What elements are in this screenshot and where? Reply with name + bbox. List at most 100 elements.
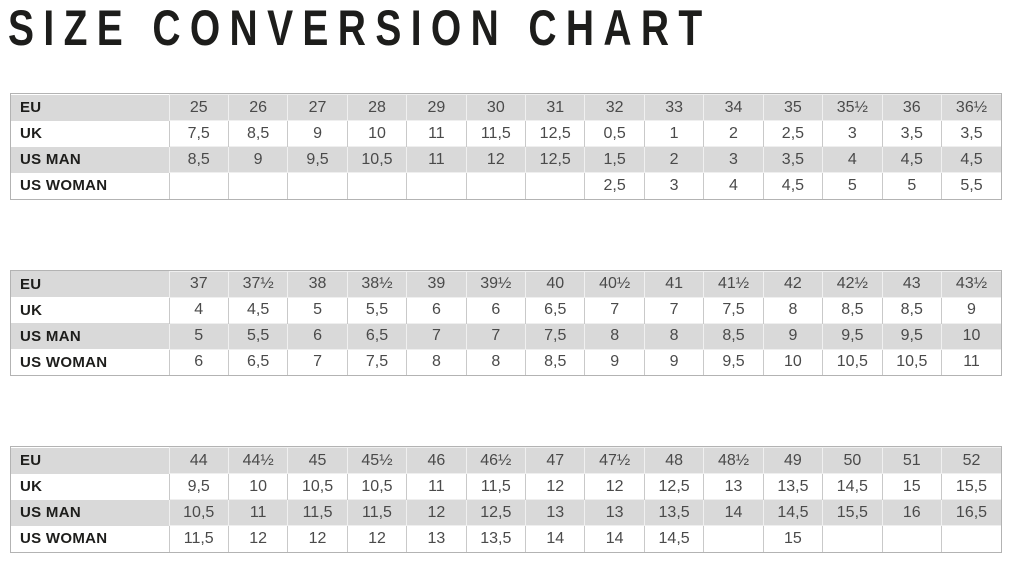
size-table: EU 37 37½ 38 38½ 39 39½ 40 40½ 41 41½ 42 42½ 43 43½ UK 4… — [10, 269, 1002, 376]
size-cell: 28 — [346, 94, 407, 121]
size-cell: 2,5 — [584, 172, 645, 199]
size-cell: 3,5 — [881, 120, 942, 147]
size-cell: 33 — [643, 94, 704, 121]
size-cell: 39½ — [465, 270, 526, 298]
size-cell: 9 — [287, 120, 348, 147]
size-cell: 37½ — [227, 270, 288, 298]
size-cell: 10,5 — [287, 473, 348, 500]
size-cell: 5,5 — [346, 297, 407, 323]
size-cell: 8 — [406, 349, 467, 375]
size-cell: 7 — [287, 349, 348, 375]
row-label: US WOMAN — [20, 353, 108, 371]
size-cell: 43½ — [940, 270, 1001, 298]
size-cell: 14 — [703, 499, 764, 526]
size-cell: 11,5 — [465, 473, 526, 500]
size-cell: 41 — [643, 270, 704, 298]
size-cell: 1,5 — [584, 146, 645, 173]
size-cell — [465, 172, 526, 199]
row-label: EU — [11, 447, 169, 474]
size-conversion-table: EU 25 26 27 28 29 30 31 32 33 34 35 35½ 36 36½ UK 7,5 8,5… — [11, 94, 1001, 199]
size-cell: 11 — [406, 120, 467, 147]
size-cell: 13,5 — [643, 499, 704, 526]
size-cell: 6,5 — [525, 297, 585, 323]
size-cell: 46½ — [465, 447, 526, 474]
table-row-uk: UK 4 4,5 5 5,5 6 6 6,5 7 7 7,5 8 8,5 8,5 9 — [11, 297, 1001, 323]
size-cell: 37 — [168, 270, 229, 298]
table-row-eu: EU 25 26 27 28 29 30 31 32 33 34 35 35½ 36 36½ — [11, 94, 1001, 121]
size-cell: 51 — [881, 447, 942, 474]
size-cell: 35 — [762, 94, 823, 121]
table-row-us-man: US MAN 5 5,5 6 6,5 7 7 7,5 8 8 8,5 9 9,5 9,5 10 — [11, 322, 1001, 350]
table-row-us-man: US MAN 10,5 11 11,5 11,5 12 12,5 13 13 13,5 14 14,5… — [11, 499, 1001, 526]
size-cell: 11,5 — [287, 499, 348, 526]
row-label: US MAN — [11, 146, 169, 173]
size-cell: 9,5 — [822, 322, 883, 350]
size-cell: 5,5 — [940, 172, 1001, 199]
size-cell: 29 — [406, 94, 467, 121]
size-cell: 31 — [525, 94, 585, 121]
size-cell: 8,5 — [881, 297, 942, 323]
size-tables: EU 25 26 27 28 29 30 31 32 33 34 35 35½ 36 36½ UK 7,5 8,5… — [0, 93, 1012, 553]
size-cell: 6 — [287, 322, 348, 350]
size-cell: 8,5 — [525, 349, 585, 375]
size-cell — [822, 525, 883, 552]
size-cell: 50 — [822, 447, 883, 474]
table-row-uk: UK 9,5 10 10,5 10,5 11 11,5 12 12 12,5 13 13,5 14,5 1… — [11, 473, 1001, 500]
size-cell: 12,5 — [525, 120, 585, 147]
size-cell: 9,5 — [881, 322, 942, 350]
size-cell: 43 — [881, 270, 942, 298]
size-cell: 13 — [703, 473, 764, 500]
size-cell: 38 — [287, 270, 348, 298]
row-label: US MAN — [11, 499, 169, 526]
size-cell: 6,5 — [227, 349, 288, 375]
size-cell — [406, 172, 467, 199]
size-cell: 12 — [227, 525, 288, 552]
size-cell: 6 — [465, 297, 526, 323]
size-cell: 49 — [762, 447, 823, 474]
size-cell: 30 — [465, 94, 526, 121]
size-cell: 7,5 — [703, 297, 764, 323]
size-cell — [227, 172, 288, 199]
row-label: EU — [11, 94, 169, 121]
size-conversion-table: EU 44 44½ 45 45½ 46 46½ 47 47½ 48 48½ 49 50 51 52 UK 9,5… — [11, 447, 1001, 552]
size-cell: 11,5 — [465, 120, 526, 147]
size-cell: 7,5 — [168, 120, 229, 147]
size-cell: 12,5 — [643, 473, 704, 500]
size-cell: 5 — [168, 322, 229, 350]
size-cell: 9,5 — [703, 349, 764, 375]
table-row-us-woman: US WOMAN 6 6,5 7 7,5 8 8 8,5 9 9 9,5 10 10,5 10,5 11 — [11, 349, 1001, 375]
size-cell: 11,5 — [168, 525, 229, 552]
size-cell: 10 — [346, 120, 407, 147]
size-cell: 27 — [287, 94, 348, 121]
size-cell: 11,5 — [346, 499, 407, 526]
row-label: US WOMAN — [20, 177, 108, 194]
size-cell: 5 — [822, 172, 883, 199]
size-cell: 35½ — [822, 94, 883, 121]
size-cell: 12,5 — [525, 146, 585, 173]
size-cell: 9 — [227, 146, 288, 173]
row-label: US MAN — [11, 323, 169, 349]
size-cell: 12 — [525, 473, 585, 500]
size-cell: 36½ — [940, 94, 1001, 121]
size-cell: 11 — [227, 499, 288, 526]
size-cell: 11 — [406, 473, 467, 500]
size-cell: 36 — [881, 94, 942, 121]
size-cell: 4 — [168, 297, 229, 323]
size-cell: 42½ — [822, 270, 883, 298]
size-cell: 9 — [762, 322, 823, 350]
size-cell: 15,5 — [822, 499, 883, 526]
size-cell: 5 — [287, 297, 348, 323]
size-cell: 5,5 — [227, 322, 288, 350]
size-cell: 2 — [643, 146, 704, 173]
size-cell: 7 — [465, 322, 526, 350]
size-cell: 44 — [168, 447, 229, 474]
size-cell: 9 — [940, 297, 1001, 323]
size-cell: 5 — [881, 172, 942, 199]
size-cell: 15,5 — [940, 473, 1001, 500]
size-cell: 40 — [525, 270, 585, 298]
row-label: US WOMAN — [20, 530, 108, 547]
size-cell: 26 — [227, 94, 288, 121]
size-cell: 1 — [643, 120, 704, 147]
size-cell: 45½ — [346, 447, 407, 474]
size-cell: 14 — [525, 525, 585, 552]
